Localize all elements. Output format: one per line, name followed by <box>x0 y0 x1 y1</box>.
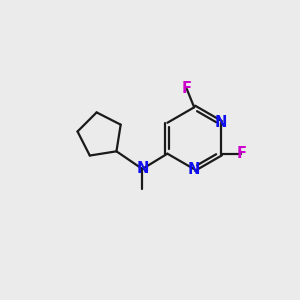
Text: F: F <box>237 146 247 161</box>
Text: F: F <box>182 81 192 96</box>
Text: N: N <box>136 161 148 176</box>
Text: N: N <box>215 115 227 130</box>
Text: N: N <box>188 162 200 177</box>
